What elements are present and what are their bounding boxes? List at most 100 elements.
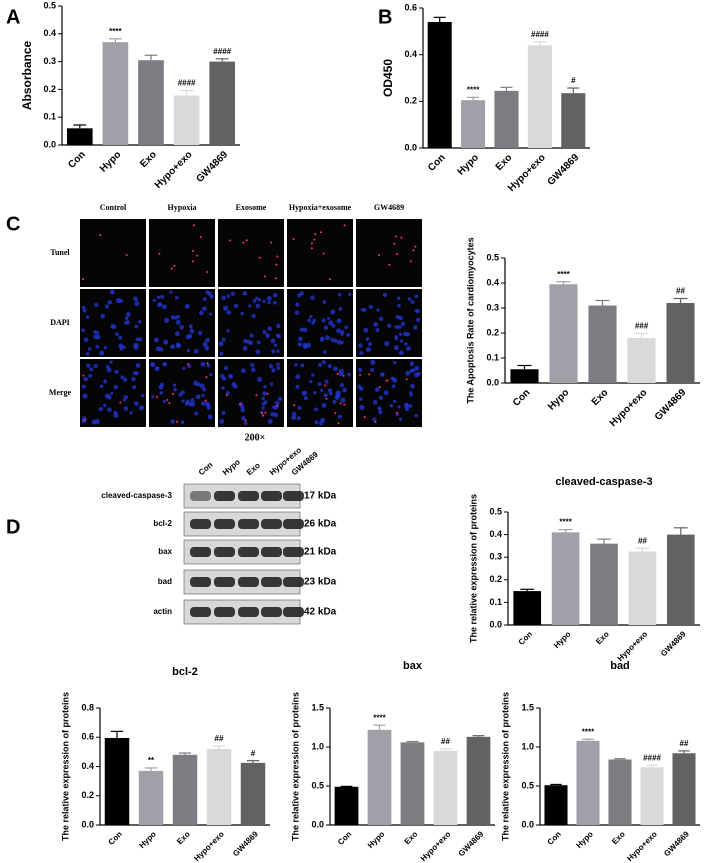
blot-band	[238, 491, 259, 501]
x-tick-label: Exo	[594, 629, 611, 646]
bar	[561, 93, 586, 148]
y-tick-label: 0.5	[311, 780, 324, 790]
x-tick-label: GW4869	[231, 829, 260, 858]
nucleus	[370, 359, 376, 365]
significance-label: #	[251, 749, 256, 758]
nucleus	[307, 318, 311, 323]
nucleus	[82, 393, 88, 399]
nucleus	[322, 350, 327, 354]
y-tick-label: 0.3	[486, 302, 499, 312]
bar	[666, 303, 695, 383]
nucleus	[358, 343, 363, 348]
blot-band	[283, 547, 304, 557]
nucleus	[376, 308, 380, 312]
blot-band	[261, 547, 282, 557]
x-tick-label: Exo	[494, 152, 515, 173]
y-axis-label: The relative expression of proteins	[500, 692, 510, 841]
micrograph-row-label: Merge	[49, 388, 72, 397]
nucleus	[174, 295, 179, 300]
nucleus	[175, 319, 181, 325]
nucleus	[123, 406, 129, 411]
nucleus	[83, 376, 88, 382]
nucleus	[83, 337, 89, 343]
tunel-dot	[264, 411, 267, 414]
micrograph-column-label: Hypoxia+exosome	[289, 203, 352, 212]
tunel-dot	[258, 256, 261, 259]
nucleus	[363, 327, 369, 333]
y-tick-label: 0.2	[81, 790, 94, 800]
y-tick-label: 0.1	[486, 352, 499, 362]
nucleus	[124, 321, 128, 325]
nucleus	[172, 383, 177, 387]
nucleus	[272, 405, 276, 409]
nucleus	[186, 348, 191, 353]
tunel-dot	[378, 386, 381, 389]
nucleus	[276, 349, 280, 353]
nucleus	[408, 391, 413, 395]
nucleus	[262, 330, 267, 335]
nucleus	[365, 347, 372, 353]
nucleus	[318, 421, 323, 426]
significance-label: ####	[178, 79, 196, 88]
nucleus	[174, 331, 180, 337]
bar	[549, 284, 578, 383]
x-tick-label: GW4869	[546, 152, 582, 188]
tunel-dot	[244, 419, 247, 422]
nucleus	[321, 360, 326, 365]
tunel-dot	[206, 271, 209, 274]
tunel-dot	[205, 376, 208, 379]
nucleus	[338, 307, 343, 311]
x-tick-label: Con	[426, 152, 448, 174]
nucleus	[85, 351, 90, 356]
nucleus	[391, 384, 396, 389]
nucleus	[396, 296, 401, 301]
y-tick-label: 0.2	[489, 574, 502, 584]
tunel-dot	[395, 411, 398, 414]
tunel-dot	[293, 404, 296, 407]
nucleus	[382, 292, 388, 298]
nucleus	[324, 379, 329, 384]
nucleus	[240, 407, 246, 413]
nucleus	[202, 306, 207, 312]
tunel-dot	[82, 374, 85, 377]
nucleus	[118, 335, 123, 340]
nucleus	[226, 329, 230, 333]
bar	[172, 754, 198, 825]
y-axis-label: Absorbance	[20, 41, 34, 111]
nucleus	[221, 386, 225, 390]
nucleus	[218, 341, 224, 347]
nucleus	[103, 345, 108, 350]
nucleus	[342, 387, 347, 393]
nucleus	[187, 364, 192, 369]
blot-band	[283, 491, 304, 501]
protein-label: cleaved-caspase-3	[101, 491, 172, 500]
nucleus	[173, 387, 178, 392]
nucleus	[202, 341, 208, 347]
nucleus	[195, 394, 201, 400]
tunel-dot	[125, 254, 128, 257]
nucleus	[313, 391, 317, 395]
x-tick-label: Hypo+exo	[616, 629, 650, 663]
lane-label: Hypo	[221, 457, 242, 477]
size-label: 23 kDa	[304, 577, 337, 588]
magnification: 200×	[245, 432, 266, 443]
nucleus	[408, 404, 413, 408]
nucleus	[294, 362, 298, 367]
nucleus	[194, 411, 199, 416]
nucleus	[122, 345, 126, 350]
nucleus	[163, 339, 169, 345]
nucleus	[156, 295, 161, 299]
tunel-dot	[368, 373, 371, 376]
nucleus	[365, 337, 370, 342]
y-tick-label: 0.5	[489, 506, 502, 516]
tunel-dot	[266, 392, 269, 395]
y-tick-label: 0.3	[43, 56, 56, 66]
tunel-dot	[276, 255, 279, 258]
micrograph-row-label: Tunel	[50, 248, 70, 257]
nucleus	[267, 326, 273, 332]
nucleus	[122, 398, 127, 402]
nucleus	[276, 323, 281, 329]
nucleus	[262, 299, 266, 304]
nucleus	[99, 350, 105, 356]
tunel-dot	[173, 264, 176, 267]
